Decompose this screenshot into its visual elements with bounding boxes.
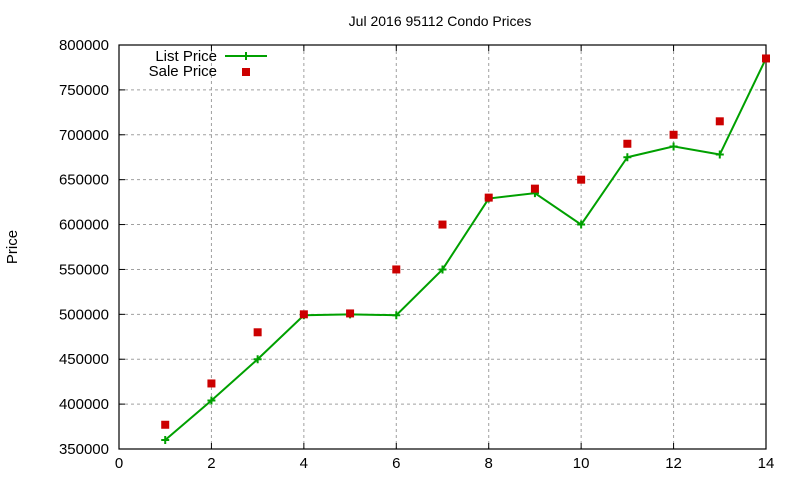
plus-marker-icon <box>715 150 724 159</box>
y-tick-label: 700000 <box>59 127 109 144</box>
plus-marker-icon <box>623 153 632 162</box>
square-marker-icon <box>762 54 770 63</box>
y-tick-label: 550000 <box>59 261 109 278</box>
y-tick-label: 800000 <box>59 37 109 54</box>
grid-lines <box>119 45 766 449</box>
y-tick-label: 750000 <box>59 82 109 99</box>
series-sale-price <box>161 54 770 429</box>
plus-marker-icon <box>438 265 447 274</box>
series-list-price <box>161 54 770 445</box>
x-tick-label: 12 <box>665 455 682 472</box>
y-tick-label: 600000 <box>59 217 109 234</box>
x-tick-label: 6 <box>392 455 400 472</box>
x-tick-label: 14 <box>758 455 775 472</box>
x-tick-label: 10 <box>573 455 590 472</box>
axes <box>118 44 767 450</box>
square-marker-icon <box>530 184 539 193</box>
square-marker-icon <box>253 328 262 337</box>
x-axis-ticks: 0 2 4 6 8 10 12 14 <box>115 45 775 472</box>
y-tick-label: 500000 <box>59 306 109 323</box>
chart-title: Jul 2016 95112 Condo Prices <box>349 13 532 29</box>
y-tick-label: 400000 <box>59 396 109 413</box>
plus-marker-icon <box>577 220 586 229</box>
square-marker-icon <box>161 420 170 429</box>
square-marker-icon <box>669 130 678 139</box>
y-tick-label: 450000 <box>59 351 109 368</box>
square-marker-icon <box>299 310 308 319</box>
plus-marker-icon <box>669 142 678 151</box>
x-tick-label: 0 <box>115 455 123 472</box>
square-marker-icon <box>623 139 632 148</box>
square-marker-icon <box>207 379 216 388</box>
x-tick-label: 8 <box>485 455 493 472</box>
square-marker-icon <box>346 309 355 318</box>
legend-label-list-price: List Price <box>155 48 217 65</box>
square-marker-icon <box>392 265 401 274</box>
plus-marker-icon <box>161 436 170 445</box>
plus-marker-icon <box>392 311 401 320</box>
plus-marker-icon <box>207 396 216 405</box>
square-marker-icon <box>577 175 586 184</box>
legend-label-sale-price: Sale Price <box>149 63 217 80</box>
square-marker-icon <box>484 193 493 202</box>
legend: List Price Sale Price <box>149 48 267 80</box>
legend-square-marker-icon <box>242 68 250 76</box>
y-tick-label: 650000 <box>59 172 109 189</box>
y-axis-label: Price <box>4 230 21 264</box>
y-tick-label: 350000 <box>59 441 109 458</box>
legend-plus-marker-icon <box>242 52 250 60</box>
x-tick-label: 2 <box>207 455 215 472</box>
plus-marker-icon <box>253 355 262 364</box>
x-tick-label: 4 <box>300 455 308 472</box>
y-axis-ticks: 350000 400000 450000 500000 550000 600000 6500… <box>59 37 766 458</box>
square-marker-icon <box>715 117 724 126</box>
square-marker-icon <box>438 220 447 229</box>
